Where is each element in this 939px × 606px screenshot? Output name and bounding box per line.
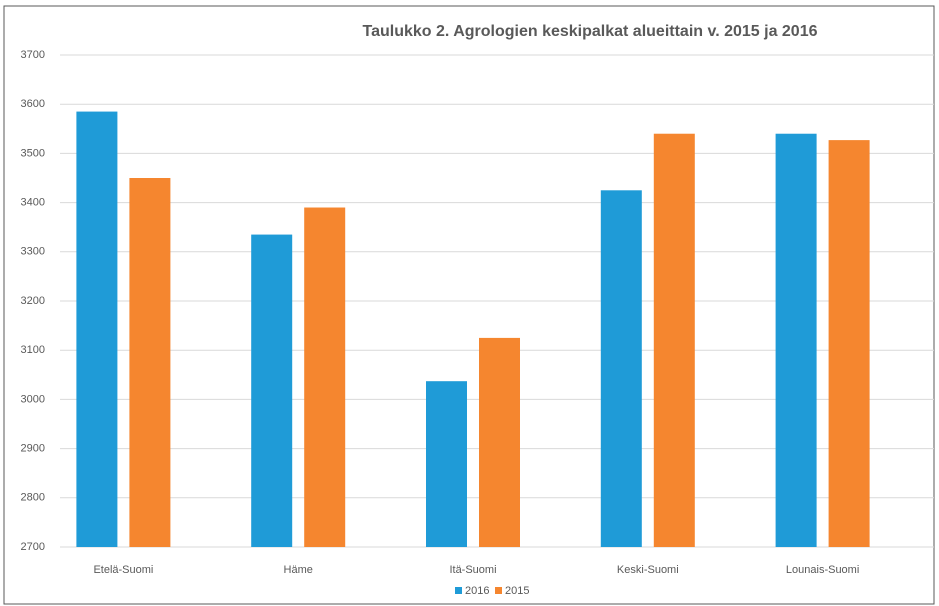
bar <box>775 133 817 547</box>
y-tick-label: 3700 <box>21 49 45 61</box>
y-tick-label: 3500 <box>21 147 45 159</box>
y-tick-label: 3300 <box>21 246 45 258</box>
legend-swatch <box>495 587 502 594</box>
x-tick-label: Itä-Suomi <box>449 564 496 576</box>
y-tick-label: 3100 <box>21 344 45 356</box>
bar <box>479 337 520 547</box>
x-tick-label: Häme <box>284 564 313 576</box>
x-tick-label: Etelä-Suomi <box>93 564 153 576</box>
bar <box>129 178 171 547</box>
y-tick-label: 2900 <box>21 443 45 455</box>
y-tick-label: 3200 <box>21 295 45 307</box>
y-tick-label: 3600 <box>21 98 45 110</box>
x-tick-label: Lounais-Suomi <box>786 564 859 576</box>
bar <box>426 381 467 547</box>
y-tick-label: 2700 <box>21 541 45 553</box>
bar <box>828 140 870 547</box>
y-tick-label: 3000 <box>21 393 45 405</box>
legend-label: 2016 <box>465 585 489 597</box>
bar <box>600 190 642 548</box>
legend-label: 2015 <box>505 585 529 597</box>
x-tick-label: Keski-Suomi <box>617 564 679 576</box>
y-tick-label: 2800 <box>21 492 45 504</box>
bar <box>76 111 118 547</box>
bar <box>251 234 293 547</box>
legend-swatch <box>455 587 462 594</box>
chart-title: Taulukko 2. Agrologien keskipalkat aluei… <box>363 23 818 40</box>
bar <box>653 133 695 547</box>
bar <box>304 207 346 547</box>
y-tick-label: 3400 <box>21 197 45 209</box>
